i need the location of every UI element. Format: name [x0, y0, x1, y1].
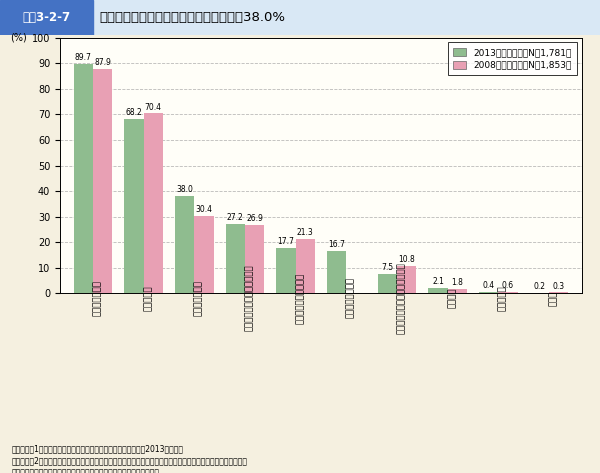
Text: テレビ・ラジオ: テレビ・ラジオ: [93, 280, 102, 316]
Text: 特にない: 特にない: [448, 288, 457, 308]
Text: 38.0: 38.0: [176, 185, 193, 194]
Bar: [0, 0, 93, 35]
Text: インターネット: インターネット: [194, 280, 203, 316]
Text: 0.2: 0.2: [533, 282, 545, 291]
Text: 27.2: 27.2: [227, 213, 244, 222]
Text: 新聞・雑誌: 新聞・雑誌: [143, 285, 152, 311]
Bar: [448, 289, 467, 293]
Text: 広報誌自治体、町内会などの: 広報誌自治体、町内会などの: [245, 265, 254, 331]
Text: 公共の場の掲示物: 公共の場の掲示物: [346, 278, 355, 318]
Text: 87.9: 87.9: [94, 58, 111, 67]
Text: 30.4: 30.4: [196, 205, 212, 214]
Bar: [378, 274, 397, 293]
Text: からいくつでもあげてください。」との問に対する回答。: からいくつでもあげてください。」との問に対する回答。: [12, 468, 160, 473]
Bar: [277, 248, 296, 293]
Bar: [428, 288, 448, 293]
Bar: [549, 292, 568, 293]
Text: （備考）　1．内閣府「消費者行政の推進に関する世論調査」（2013年度）。: （備考） 1．内閣府「消費者行政の推進に関する世論調査」（2013年度）。: [12, 445, 184, 454]
Text: 10.8: 10.8: [398, 255, 415, 264]
Text: 89.7: 89.7: [75, 53, 92, 62]
Bar: [327, 251, 346, 293]
Bar: [175, 196, 194, 293]
Bar: [226, 224, 245, 293]
Text: 0.3: 0.3: [553, 282, 565, 291]
Text: 研修会、シンポジウム講演会、: 研修会、シンポジウム講演会、: [397, 262, 406, 334]
Bar: [143, 114, 163, 293]
Text: インターネットでの情報提供を望む人は38.0%: インターネットでの情報提供を望む人は38.0%: [99, 11, 285, 24]
Text: 1.8: 1.8: [451, 278, 463, 287]
Text: 70.4: 70.4: [145, 103, 162, 112]
Text: 26.9: 26.9: [246, 214, 263, 223]
Bar: [194, 216, 214, 293]
Bar: [499, 292, 518, 293]
Text: 16.7: 16.7: [328, 240, 345, 249]
Text: 2．「あなたは、消費者として重要な情報を、どのような方法で提供してほしいと思いますか。この中: 2．「あなたは、消費者として重要な情報を、どのような方法で提供してほしいと思いま…: [12, 456, 248, 465]
Text: 0.4: 0.4: [482, 281, 495, 290]
Text: 17.7: 17.7: [278, 237, 295, 246]
Bar: [245, 225, 264, 293]
Y-axis label: (%): (%): [10, 33, 26, 43]
Text: 図表3-2-7: 図表3-2-7: [22, 11, 70, 24]
Bar: [93, 0, 600, 35]
Text: 0.6: 0.6: [502, 281, 514, 290]
Text: 2.1: 2.1: [432, 277, 444, 286]
Bar: [479, 292, 499, 293]
Bar: [74, 64, 93, 293]
Bar: [124, 119, 143, 293]
Text: その他: その他: [549, 290, 558, 306]
Bar: [93, 69, 112, 293]
Text: 7.5: 7.5: [382, 263, 394, 272]
Text: 21.3: 21.3: [297, 228, 314, 237]
Legend: 2013年度調査　（N＝1,781）, 2008年度調査　（N＝1,853）: 2013年度調査 （N＝1,781）, 2008年度調査 （N＝1,853）: [448, 43, 577, 75]
Text: わからない: わからない: [499, 285, 508, 311]
Bar: [397, 266, 416, 293]
Bar: [296, 239, 315, 293]
Text: 68.2: 68.2: [125, 108, 142, 117]
Text: パンフレット・チラシ: パンフレット・チラシ: [296, 272, 305, 324]
